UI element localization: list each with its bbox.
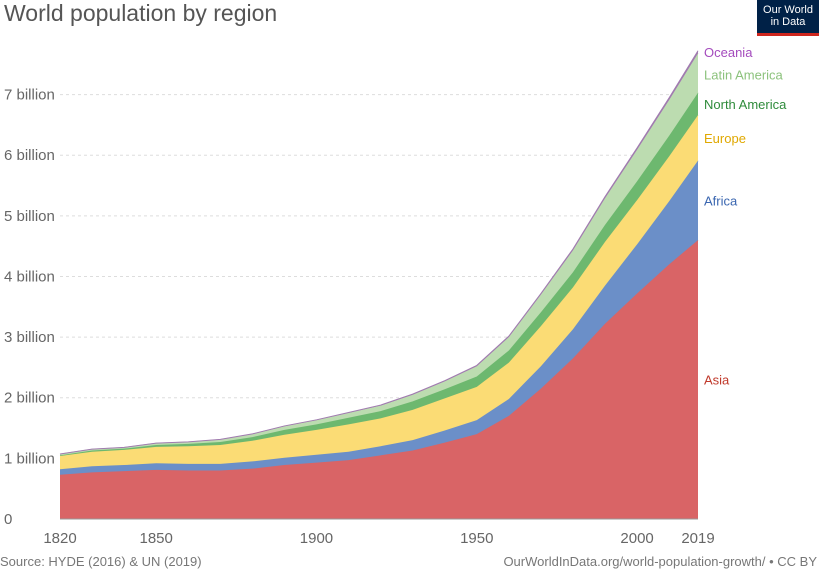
series-label-europe[interactable]: Europe xyxy=(704,131,746,146)
y-tick-label: 6 billion xyxy=(4,147,55,164)
x-tick-label: 2019 xyxy=(681,530,714,547)
y-tick-label: 4 billion xyxy=(4,268,55,285)
x-tick-label: 1850 xyxy=(139,530,172,547)
x-axis-ticks: 1820 1850 1900 1950 2000 2019 xyxy=(43,518,715,547)
series-label-latin-america[interactable]: Latin America xyxy=(704,67,784,82)
series-labels: Asia Africa Europe North America Latin Ameri… xyxy=(704,45,787,388)
series-label-asia[interactable]: Asia xyxy=(704,373,730,388)
y-tick-label: 7 billion xyxy=(4,87,55,104)
area-edge-oceania xyxy=(59,50,699,455)
y-tick-label: 1 billion xyxy=(4,450,55,467)
x-tick-label: 2000 xyxy=(620,530,653,547)
owid-logo[interactable]: Our World in Data xyxy=(757,0,819,36)
area-asia[interactable] xyxy=(60,240,698,519)
x-tick-label: 1900 xyxy=(300,530,333,547)
area-europe[interactable] xyxy=(60,115,698,470)
x-tick-label: 1950 xyxy=(460,530,493,547)
stacked-areas xyxy=(59,50,699,519)
x-tick-label: 1820 xyxy=(43,530,76,547)
y-tick-label: 0 xyxy=(4,511,12,528)
logo-line-1: Our World xyxy=(763,4,813,16)
chart-title: World population by region xyxy=(4,0,278,26)
series-label-africa[interactable]: Africa xyxy=(704,193,738,208)
series-label-north-america[interactable]: North America xyxy=(704,97,787,112)
logo-line-2: in Data xyxy=(770,16,806,28)
y-tick-label: 5 billion xyxy=(4,208,55,225)
y-axis-ticks: 0 1 billion 2 billion 3 billion 4 billion 5 b… xyxy=(4,87,55,528)
series-label-oceania[interactable]: Oceania xyxy=(704,45,753,60)
attribution-link[interactable]: OurWorldInData.org/world-population-grow… xyxy=(503,554,817,569)
source-note: Source: HYDE (2016) & UN (2019) xyxy=(0,554,202,569)
y-tick-label: 2 billion xyxy=(4,390,55,407)
y-tick-label: 3 billion xyxy=(4,329,55,346)
